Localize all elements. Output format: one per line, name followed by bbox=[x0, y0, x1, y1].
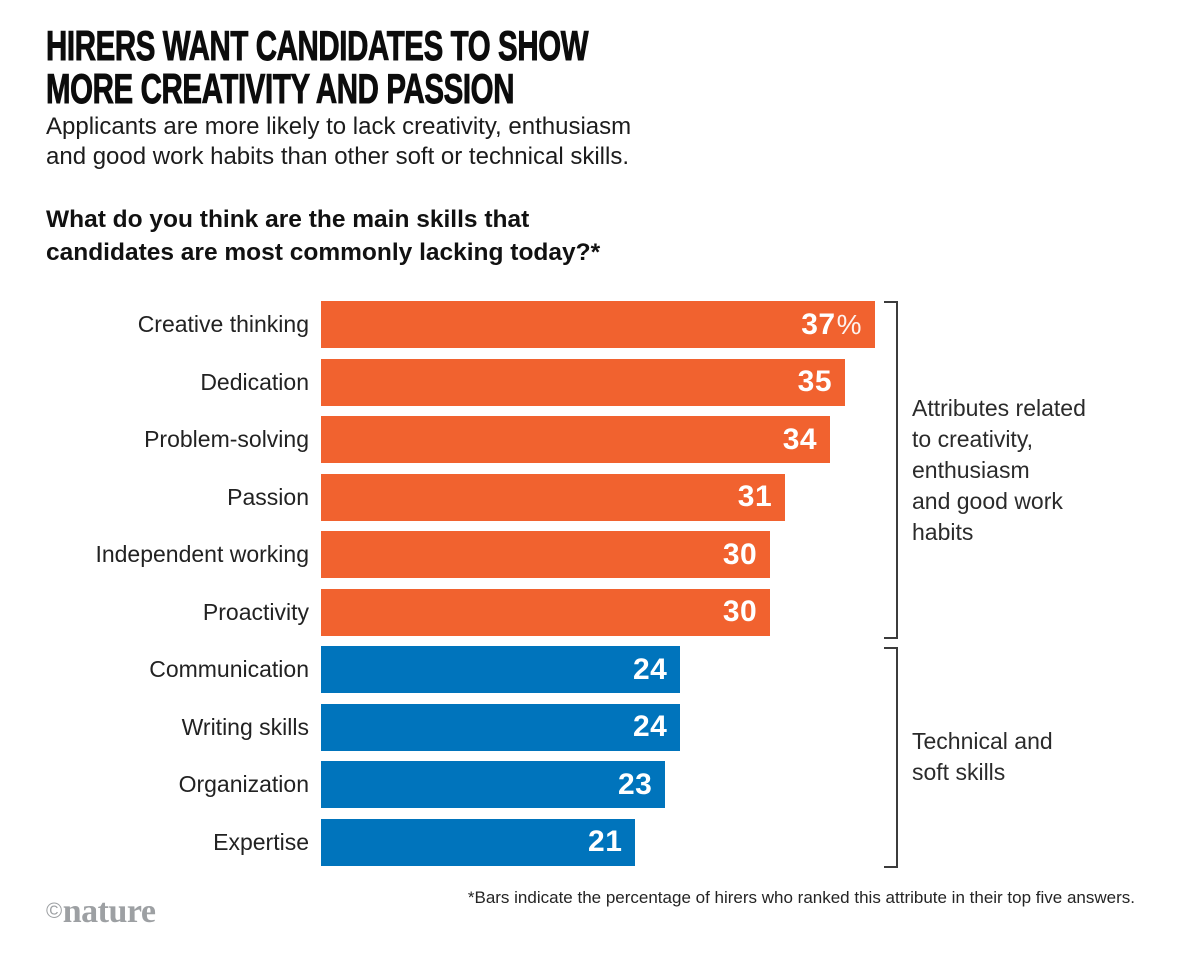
bar-row: Proactivity 30 bbox=[46, 588, 875, 636]
bar-value: 23 bbox=[618, 767, 653, 801]
bar-track: 21 bbox=[321, 818, 875, 866]
bar-chart: Creative thinking 37% Dedication 35 Problem-… bbox=[46, 301, 875, 866]
bar-row: Communication 24 bbox=[46, 646, 875, 693]
bar-track: 30 bbox=[321, 588, 875, 636]
bar-track: 24 bbox=[321, 703, 875, 751]
bar-row: Writing skills 24 bbox=[46, 703, 875, 751]
bar-row: Independent working 30 bbox=[46, 531, 875, 578]
bar-value: 30 bbox=[722, 595, 758, 628]
bar-label: Creative thinking bbox=[137, 311, 309, 337]
bar-label: Independent working bbox=[95, 541, 309, 567]
bar-track: 37% bbox=[321, 301, 875, 348]
nature-wordmark: nature bbox=[62, 893, 156, 930]
nature-logo: ©nature bbox=[46, 893, 156, 931]
bracket-creativity-group bbox=[884, 301, 898, 639]
bar: 30 bbox=[321, 588, 771, 636]
percent-sign: % bbox=[836, 308, 862, 340]
bar: 23 bbox=[321, 761, 666, 808]
bar: 31 bbox=[321, 473, 786, 521]
bar-track: 23 bbox=[321, 761, 875, 808]
bar-label: Expertise bbox=[213, 828, 309, 855]
bar-label: Organization bbox=[178, 771, 309, 797]
bar: 37% bbox=[321, 301, 875, 348]
bar-value: 35 bbox=[797, 365, 833, 398]
bar-row: Problem-solving 34 bbox=[46, 416, 875, 463]
bar-label: Proactivity bbox=[202, 598, 309, 625]
bar: 24 bbox=[321, 646, 681, 693]
bar-track: 34 bbox=[321, 416, 875, 463]
chart-subtitle: Applicants are more likely to lack creat… bbox=[46, 113, 632, 170]
bar: 21 bbox=[321, 818, 636, 866]
bar: 35 bbox=[321, 358, 846, 406]
bar-value: 34 bbox=[782, 422, 818, 456]
bar-label: Communication bbox=[149, 656, 309, 682]
bar-track: 30 bbox=[321, 531, 875, 578]
bar: 34 bbox=[321, 416, 831, 463]
bar-track: 35 bbox=[321, 358, 875, 406]
annotation-creativity-group: Attributes related to creativity, enthus… bbox=[912, 395, 1086, 545]
bar-row: Creative thinking 37% bbox=[46, 301, 875, 348]
bar: 24 bbox=[321, 703, 681, 751]
copyright-icon: © bbox=[46, 898, 62, 923]
survey-question: What do you think are the main skills th… bbox=[46, 206, 601, 266]
footnote: *Bars indicate the percentage of hirers … bbox=[467, 888, 1135, 907]
bar-label: Dedication bbox=[200, 368, 309, 395]
bar-label: Passion bbox=[227, 483, 309, 510]
bar-value: 37% bbox=[801, 307, 862, 341]
bar-label: Problem-solving bbox=[144, 426, 309, 452]
bar-value: 30 bbox=[722, 537, 758, 571]
bar-row: Passion 31 bbox=[46, 473, 875, 521]
chart-title: HIRERS WANT CANDIDATES TO SHOW MORE CREA… bbox=[46, 22, 589, 112]
bar-value: 31 bbox=[737, 480, 773, 513]
bar-row: Expertise 21 bbox=[46, 818, 875, 866]
bar-value: 24 bbox=[632, 652, 668, 686]
bar-label: Writing skills bbox=[181, 713, 309, 740]
bar-track: 31 bbox=[321, 473, 875, 521]
bar-track: 24 bbox=[321, 646, 875, 693]
bar-row: Dedication 35 bbox=[46, 358, 875, 406]
bracket-technical-group bbox=[884, 647, 898, 868]
bar: 30 bbox=[321, 531, 771, 578]
annotation-technical-group: Technical and soft skills bbox=[912, 728, 1053, 785]
bar-value: 24 bbox=[632, 710, 668, 743]
bar-value: 21 bbox=[588, 825, 623, 858]
bar-row: Organization 23 bbox=[46, 761, 875, 808]
